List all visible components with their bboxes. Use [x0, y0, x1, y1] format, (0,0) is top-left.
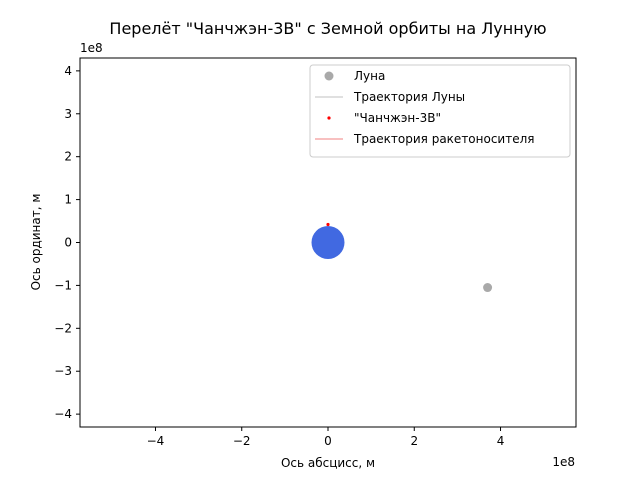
y-axis-label: Ось ординат, м	[29, 194, 43, 291]
y-tick-label: 3	[64, 107, 72, 121]
x-axis-label: Ось абсцисс, м	[281, 456, 375, 470]
y-axis-offset-text: 1e8	[80, 41, 103, 55]
rocket-marker	[326, 222, 330, 227]
x-tick-label: 0	[324, 434, 332, 448]
x-tick-label: −2	[233, 434, 251, 448]
y-tick-label: 1	[64, 193, 72, 207]
legend-handle-2	[327, 116, 331, 120]
y-tick-label: 0	[64, 236, 72, 250]
legend-handle-0	[324, 71, 334, 81]
y-tick-label: 4	[64, 64, 72, 78]
legend-label-3: Траектория ракетоносителя	[353, 132, 535, 146]
earth-marker	[311, 226, 345, 259]
moon-marker	[483, 283, 493, 293]
y-axis-ticks: −4 −3 −2 −1 0 1 2 3 4	[54, 64, 80, 421]
y-tick-label: −4	[54, 407, 72, 421]
x-axis-offset-text: 1e8	[552, 455, 575, 469]
x-axis-ticks: −4 −2 0 2 4	[147, 427, 505, 448]
chart-title: Перелёт "Чанчжэн-3В" с Земной орбиты на …	[109, 19, 546, 38]
y-tick-label: −2	[54, 321, 72, 335]
y-tick-label: −3	[54, 364, 72, 378]
plot-area	[311, 222, 493, 293]
legend-label-0: Луна	[354, 69, 385, 83]
x-tick-label: 4	[497, 434, 505, 448]
legend-label-2: "Чанчжэн-3В"	[354, 111, 441, 125]
legend-box	[309, 64, 571, 158]
legend: Луна Траектория Луны "Чанчжэн-3В" Траектори…	[309, 64, 571, 158]
x-tick-label: 2	[410, 434, 418, 448]
legend-label-1: Траектория Луны	[353, 90, 465, 104]
y-tick-label: 2	[64, 150, 72, 164]
x-tick-label: −4	[147, 434, 165, 448]
y-tick-label: −1	[54, 278, 72, 292]
